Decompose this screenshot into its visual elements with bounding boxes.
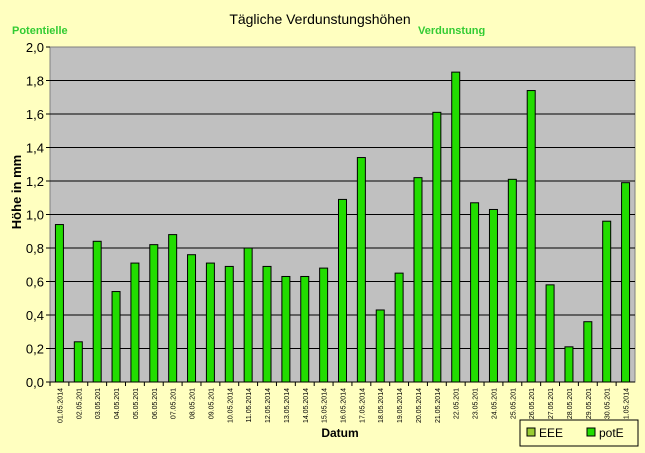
bar-potE — [149, 244, 159, 383]
x-tick-label: 24.05.201 — [491, 388, 498, 419]
x-tick-label: 27.05.201 — [548, 388, 555, 419]
x-tick-label: 23.05.201 — [473, 388, 480, 419]
legend-box — [519, 419, 639, 447]
bar-potE — [564, 346, 574, 383]
bar-potE — [338, 198, 347, 383]
bar-potE — [432, 111, 442, 383]
legend-label: potE — [599, 426, 624, 440]
x-tick-label: 22.05.201 — [454, 388, 461, 419]
x-tick-label: 29.05.201 — [586, 388, 593, 419]
bar-potE — [262, 265, 272, 383]
bar-potE — [394, 272, 404, 383]
y-tick-label: 1,0 — [26, 208, 44, 223]
legend: EEE potE — [519, 419, 639, 447]
x-tick-label: 31.05.2014 — [624, 388, 631, 423]
y-tick-label: 0,4 — [26, 308, 44, 323]
bar-potE — [187, 254, 197, 383]
y-tick-label: 1,8 — [26, 74, 44, 89]
x-tick-label: 28.05.201 — [567, 388, 574, 419]
y-tick-label: 2,0 — [26, 40, 44, 55]
bar-potE — [281, 275, 291, 383]
x-tick-label: 03.05.201 — [95, 388, 102, 419]
bar-potE — [54, 224, 64, 383]
x-tick-label: 21.05.2014 — [435, 388, 442, 423]
y-tick-labels: 0,0 0,2 0,4 0,6 0,8 1,0 1,2 1,4 1,6 1,8 2,0 — [26, 40, 635, 390]
y-tick-label: 1,4 — [26, 141, 44, 156]
x-tick-labels: 01.05.2014 02.05.201 03.05.201 04.05.201 05.… — [49, 382, 631, 423]
x-tick-label: 14.05.2014 — [303, 388, 310, 423]
bar-potE — [130, 262, 140, 383]
legend-swatch — [526, 427, 536, 437]
x-tick-label: 06.05.201 — [152, 388, 159, 419]
bar-potE — [602, 220, 612, 383]
bar-potE — [73, 341, 83, 383]
bar-potE — [168, 234, 178, 383]
x-tick-label: 13.05.2014 — [284, 388, 291, 423]
bar-potE — [375, 309, 385, 383]
y-tick-label: 0,2 — [26, 342, 44, 357]
x-tick-label: 25.05.201 — [510, 388, 517, 419]
x-tick-label: 05.05.201 — [133, 388, 140, 419]
overlay-left-label: Potentielle — [8, 24, 90, 36]
bar-potE — [413, 177, 423, 383]
legend-swatch — [586, 427, 596, 437]
x-tick-label: 26.05.201 — [529, 388, 536, 419]
bar-potE — [470, 202, 480, 383]
bar-potE — [356, 157, 366, 383]
y-tick-label: 0,0 — [26, 375, 44, 390]
y-tick-label: 1,6 — [26, 107, 44, 122]
x-axis-label: Datum — [321, 426, 358, 440]
bar-potE — [451, 71, 461, 383]
y-tick-label: 1,2 — [26, 174, 44, 189]
y-tick-label: 0,8 — [26, 241, 44, 256]
bar-potE — [583, 321, 593, 383]
x-tick-label: 09.05.201 — [208, 388, 215, 419]
x-tick-label: 12.05.2014 — [265, 388, 272, 423]
bars — [54, 71, 631, 383]
x-tick-label: 18.05.2014 — [378, 388, 385, 423]
x-tick-label: 30.05.201 — [605, 388, 612, 419]
x-tick-label: 02.05.201 — [76, 388, 83, 419]
bar-potE — [545, 284, 555, 383]
bar-potE — [224, 265, 234, 383]
x-tick-label: 04.05.201 — [114, 388, 121, 419]
x-tick-label: 07.05.201 — [171, 388, 178, 419]
x-tick-label: 11.05.2014 — [246, 388, 253, 423]
bar-potE — [621, 182, 631, 383]
y-axis-label: Höhe in mm — [9, 155, 24, 229]
bar-potE — [507, 178, 517, 383]
bar-potE — [526, 90, 536, 383]
x-tick-label: 08.05.201 — [190, 388, 197, 419]
x-tick-label: 10.05.2014 — [227, 388, 234, 423]
x-tick-label: 01.05.2014 — [57, 388, 64, 423]
bar-potE — [92, 240, 102, 383]
legend-label: EEE — [539, 426, 563, 440]
bar-potE — [300, 275, 310, 383]
bar-potE — [111, 291, 121, 383]
x-tick-label: 20.05.2014 — [416, 388, 423, 423]
chart-title: Tägliche Verdunstungshöhen — [229, 11, 410, 27]
bar-potE — [319, 267, 329, 383]
x-tick-label: 19.05.2014 — [397, 388, 404, 423]
bar-potE — [243, 247, 253, 383]
bar-potE — [205, 262, 215, 383]
x-tick-label: 17.05.2014 — [359, 388, 366, 423]
x-tick-label: 15.05.2014 — [322, 388, 329, 423]
x-tick-label: 16.05.2014 — [341, 388, 348, 423]
grid-lines — [50, 80, 635, 349]
bar-potE — [488, 208, 498, 383]
y-tick-label: 0,6 — [26, 275, 44, 290]
overlay-right-label: Verdunstung — [414, 24, 508, 36]
